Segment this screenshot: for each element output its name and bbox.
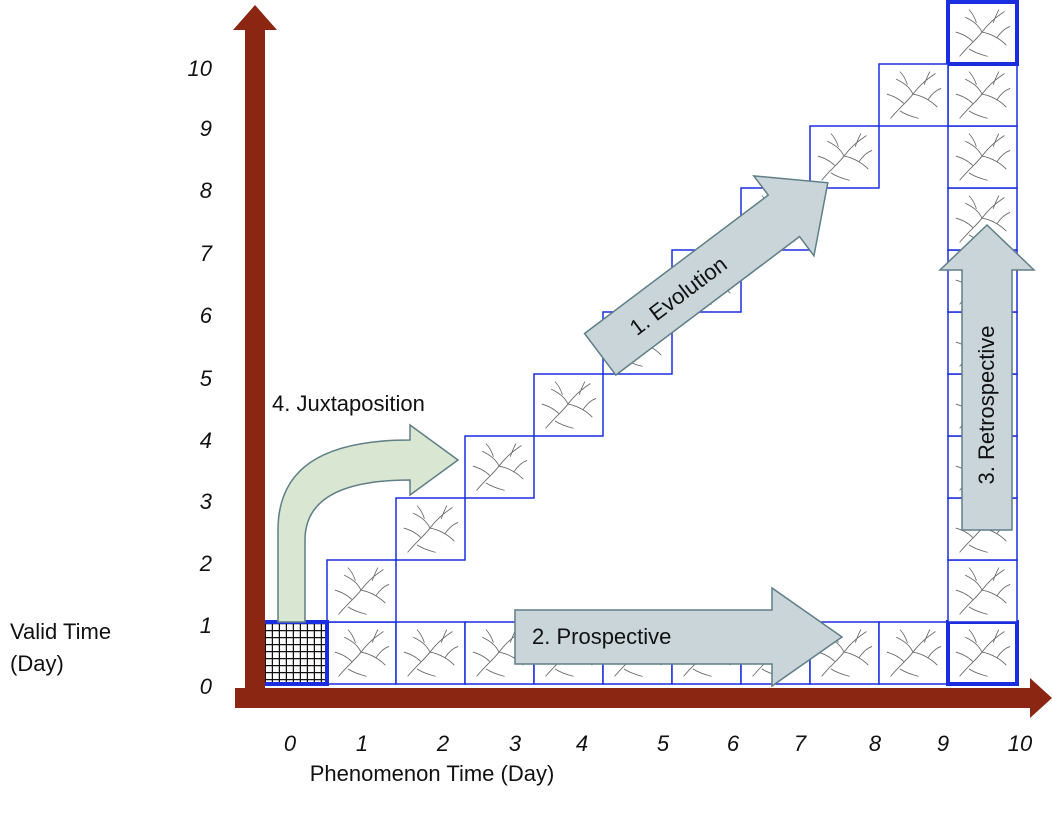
cell xyxy=(256,620,329,686)
retrospective-label: 3. Retrospective xyxy=(974,326,999,485)
x-tick-label: 4 xyxy=(576,731,588,756)
y-tick-label: 5 xyxy=(200,366,213,391)
prospective-label: 2. Prospective xyxy=(532,624,671,649)
x-tick-label: 1 xyxy=(356,731,368,756)
y-tick-label: 8 xyxy=(200,178,213,203)
y-axis-label: Valid Time xyxy=(10,619,111,644)
cell xyxy=(878,621,949,685)
juxtaposition-label: 4. Juxtaposition xyxy=(272,391,425,416)
x-tick-label: 3 xyxy=(509,731,522,756)
x-axis-arrow xyxy=(235,678,1052,718)
x-tick-label: 5 xyxy=(657,731,670,756)
y-tick-label: 0 xyxy=(200,674,213,699)
x-tick-label: 8 xyxy=(869,731,882,756)
y-tick-label: 9 xyxy=(200,116,212,141)
x-axis-label: Phenomenon Time (Day) xyxy=(310,761,555,786)
x-tick-label: 7 xyxy=(794,731,807,756)
x-tick-label: 2 xyxy=(436,731,449,756)
y-axis-label: (Day) xyxy=(10,651,64,676)
y-tick-label: 4 xyxy=(200,428,212,453)
x-tick-label: 0 xyxy=(284,731,297,756)
evolution-arrow xyxy=(583,175,829,377)
y-tick-label: 1 xyxy=(200,613,212,638)
y-tick-label: 10 xyxy=(188,56,213,81)
retrospective-arrow xyxy=(938,223,1036,531)
x-tick-label: 9 xyxy=(937,731,949,756)
y-tick-label: 6 xyxy=(200,303,213,328)
prospective-arrow xyxy=(514,586,844,688)
y-tick-label: 7 xyxy=(200,241,213,266)
x-tick-label: 6 xyxy=(727,731,740,756)
x-tick-label: 10 xyxy=(1008,731,1033,756)
y-tick-label: 3 xyxy=(200,489,213,514)
juxtaposition-arrow xyxy=(277,423,460,623)
y-tick-label: 2 xyxy=(199,551,212,576)
y-axis-arrow xyxy=(233,5,277,700)
